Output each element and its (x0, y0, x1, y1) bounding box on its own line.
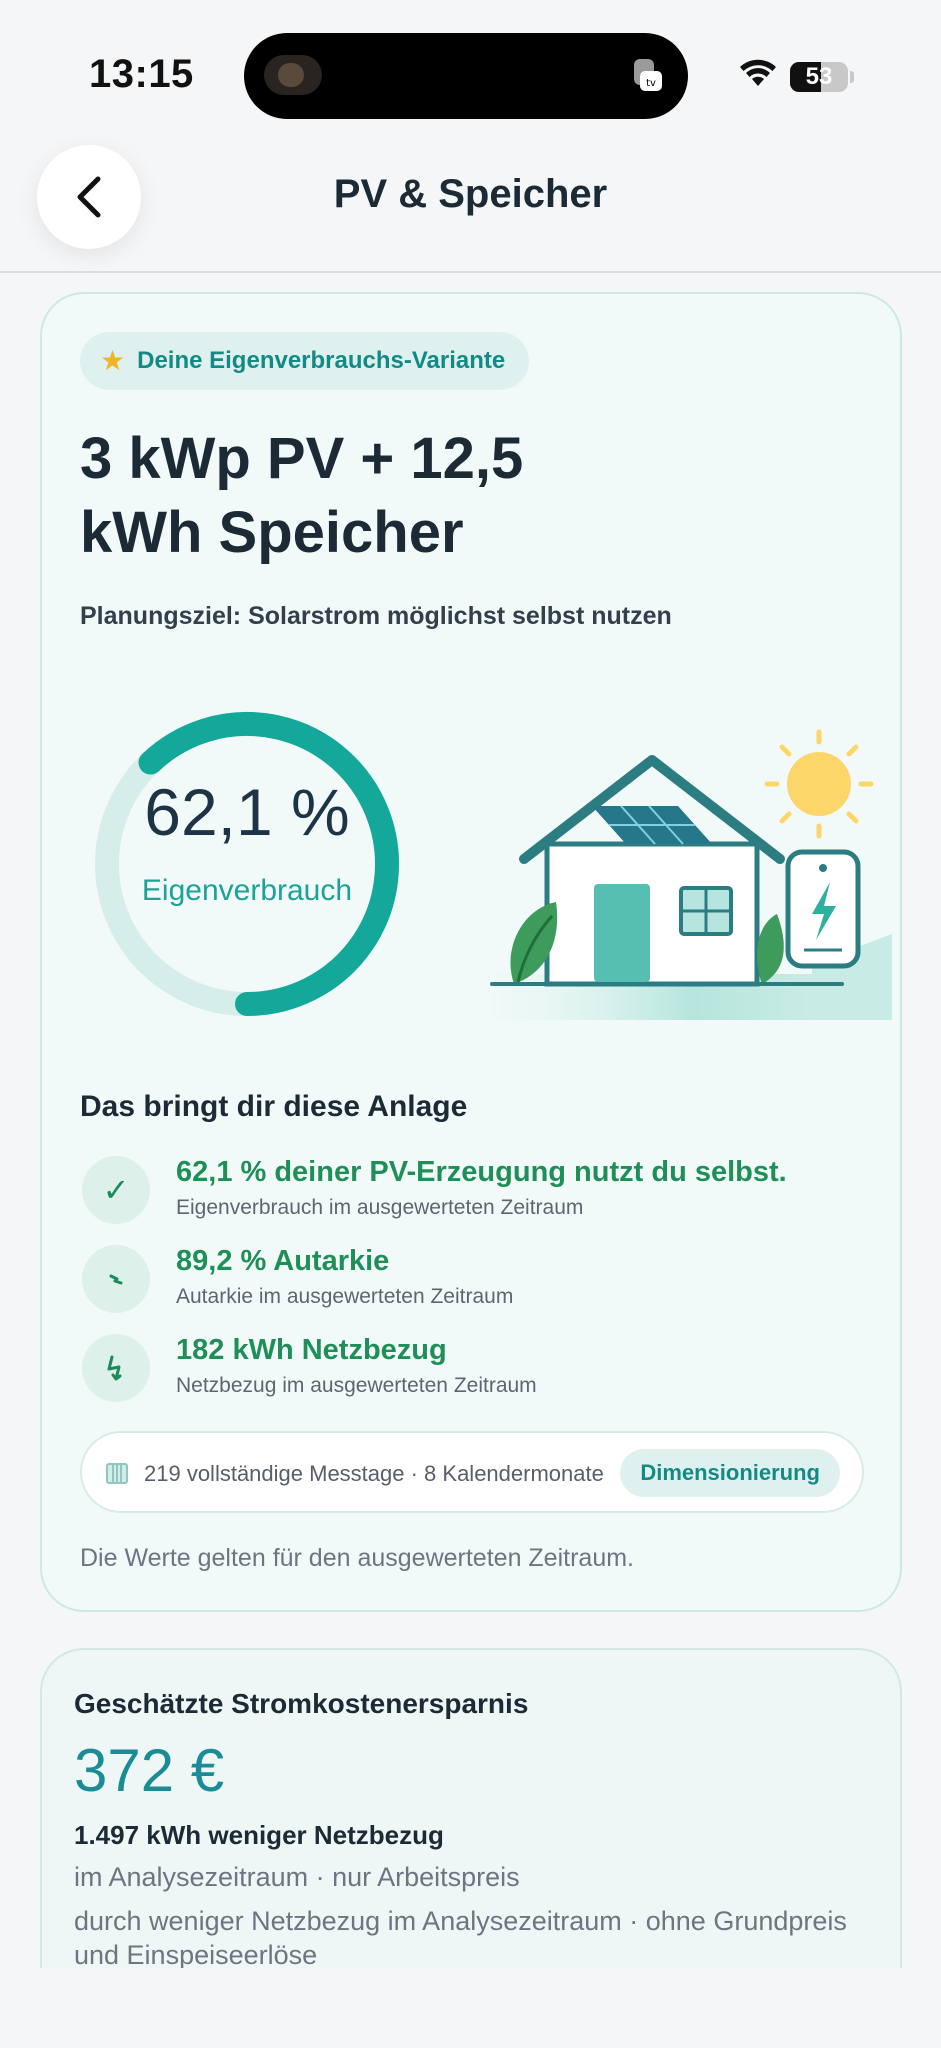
benefits-title: Das bringt dir diese Anlage (80, 1090, 468, 1123)
status-time: 13:15 (89, 52, 194, 96)
savings-kwh: 1.497 kWh weniger Netzbezug (74, 1820, 444, 1850)
benefit-title: 62,1 % deiner PV-Erzeugung nutzt du selb… (176, 1156, 787, 1188)
autarky-icon (82, 1245, 150, 1313)
benefit-item-grid-import: 182 kWh Netzbezug Netzbezug im ausgewert… (80, 1334, 860, 1414)
savings-note: durch weniger Netzbezug im Analysezeitra… (74, 1906, 847, 1970)
variant-badge-label: Deine Eigenverbrauchs-Variante (137, 347, 506, 374)
gauge-label: Eigenverbrauch (141, 874, 353, 907)
grid-bolt-icon (82, 1334, 150, 1402)
wifi-icon (740, 59, 776, 86)
gauge-progress-arc (138, 712, 399, 1016)
benefit-subtitle: Eigenverbrauch im ausgewerteten Zeitraum (176, 1196, 584, 1219)
benefit-item-autarky: 89,2 % Autarkie Autarkie im ausgewertete… (80, 1245, 860, 1325)
gauge-value: 62,1 % (144, 775, 350, 849)
dynamic-island: tv (244, 33, 688, 119)
back-button[interactable] (37, 145, 141, 249)
planning-goal: Planungsziel: Solarstrom möglichst selbs… (80, 602, 672, 630)
savings-period: im Analysezeitraum · nur Arbeitspreis (74, 1862, 520, 1892)
sun-icon (764, 729, 874, 839)
house-solar-illustration (490, 729, 892, 1020)
measurement-info-text: 219 vollständige Messtage · 8 Kalendermo… (144, 1461, 604, 1486)
benefit-title: 182 kWh Netzbezug (176, 1334, 447, 1366)
benefit-item-self-consumption: ✓ 62,1 % deiner PV-Erzeugung nutzt du se… (80, 1156, 860, 1236)
battery-storage-icon (785, 849, 861, 969)
benefit-subtitle: Autarkie im ausgewerteten Zeitraum (176, 1285, 514, 1308)
battery-icon: 53 (790, 62, 848, 92)
savings-value: 372 € (74, 1737, 225, 1804)
variant-card: ★ Deine Eigenverbrauchs-Variante 3 kWp P… (40, 292, 902, 1612)
star-icon: ★ (100, 345, 126, 376)
measurement-info-pill: 219 vollständige Messtage · 8 Kalendermo… (80, 1431, 864, 1513)
page-title: PV & Speicher (333, 172, 608, 216)
status-bar: 13:15 tv 53 (0, 0, 941, 140)
values-footnote: Die Werte gelten für den ausgewerteten Z… (80, 1544, 634, 1572)
header-divider (0, 271, 941, 273)
dimensioning-button[interactable]: Dimensionierung (620, 1449, 840, 1497)
variant-badge: ★ Deine Eigenverbrauchs-Variante (80, 332, 530, 390)
live-activity-thumbnail (264, 55, 322, 95)
self-consumption-gauge (95, 712, 399, 1016)
battery-level: 53 (805, 63, 833, 90)
svg-text:tv: tv (646, 78, 656, 89)
variant-title: 3 kWp PV + 12,5 kWh Speicher (80, 426, 524, 565)
chevron-left-icon (77, 176, 101, 218)
benefit-title: 89,2 % Autarkie (176, 1245, 390, 1277)
check-icon: ✓ (82, 1156, 150, 1224)
benefit-subtitle: Netzbezug im ausgewerteten Zeitraum (176, 1374, 537, 1397)
calendar-icon (106, 1463, 128, 1484)
apple-tv-icon: tv (634, 59, 662, 91)
savings-title: Geschätzte Stromkostenersparnis (74, 1688, 529, 1719)
